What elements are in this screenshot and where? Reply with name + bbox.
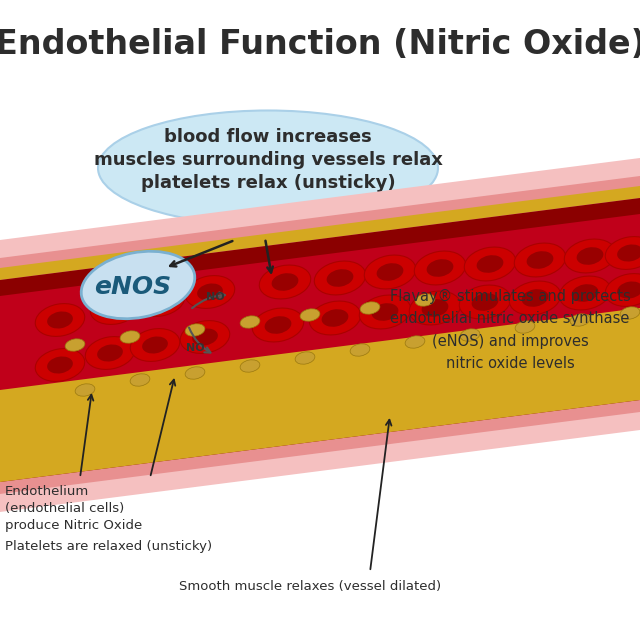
Text: NO: NO	[205, 292, 224, 302]
Ellipse shape	[617, 245, 640, 262]
Polygon shape	[0, 214, 640, 467]
Ellipse shape	[185, 324, 205, 336]
Polygon shape	[0, 158, 640, 512]
Ellipse shape	[240, 360, 260, 372]
Ellipse shape	[35, 349, 84, 381]
Ellipse shape	[97, 344, 123, 362]
Polygon shape	[0, 186, 640, 280]
Ellipse shape	[314, 261, 365, 295]
Ellipse shape	[322, 309, 348, 327]
Ellipse shape	[422, 299, 449, 317]
Ellipse shape	[559, 276, 611, 310]
Ellipse shape	[130, 374, 150, 386]
Ellipse shape	[509, 281, 561, 315]
Ellipse shape	[515, 321, 535, 333]
Ellipse shape	[405, 336, 425, 348]
Ellipse shape	[309, 301, 361, 335]
Ellipse shape	[522, 289, 548, 307]
Text: NO: NO	[186, 343, 204, 353]
Ellipse shape	[360, 302, 380, 314]
Ellipse shape	[410, 291, 461, 325]
Ellipse shape	[376, 263, 403, 281]
Ellipse shape	[120, 331, 140, 343]
Ellipse shape	[427, 259, 453, 277]
Ellipse shape	[577, 247, 604, 265]
Ellipse shape	[564, 239, 616, 273]
Polygon shape	[0, 198, 640, 482]
Ellipse shape	[85, 337, 135, 369]
Ellipse shape	[414, 251, 466, 285]
Ellipse shape	[264, 316, 291, 334]
Text: Flavay® stimulates and protects
endothelial nitric oxide synthase
(eNOS) and imp: Flavay® stimulates and protects endothel…	[390, 289, 630, 371]
Ellipse shape	[185, 367, 205, 379]
Text: eNOS: eNOS	[95, 275, 172, 299]
Ellipse shape	[90, 292, 140, 324]
Text: Endothelial Function (Nitric Oxide): Endothelial Function (Nitric Oxide)	[0, 29, 640, 61]
Ellipse shape	[460, 285, 511, 319]
Ellipse shape	[135, 284, 185, 316]
Ellipse shape	[617, 282, 640, 299]
Ellipse shape	[81, 251, 195, 319]
Ellipse shape	[295, 352, 315, 364]
Ellipse shape	[372, 303, 398, 321]
Ellipse shape	[142, 336, 168, 354]
Ellipse shape	[75, 384, 95, 396]
Ellipse shape	[350, 344, 370, 356]
Ellipse shape	[185, 275, 235, 309]
Ellipse shape	[65, 339, 85, 351]
Text: Smooth muscle relaxes (vessel dilated): Smooth muscle relaxes (vessel dilated)	[179, 580, 441, 593]
Ellipse shape	[180, 321, 230, 354]
Ellipse shape	[147, 292, 173, 309]
Ellipse shape	[131, 329, 180, 361]
Ellipse shape	[240, 316, 260, 328]
Ellipse shape	[192, 329, 218, 346]
Ellipse shape	[259, 265, 310, 299]
Ellipse shape	[527, 251, 554, 269]
Ellipse shape	[35, 304, 84, 336]
Ellipse shape	[415, 294, 435, 306]
Polygon shape	[0, 176, 640, 494]
Ellipse shape	[460, 329, 480, 341]
Text: Platelets are relaxed (unsticky): Platelets are relaxed (unsticky)	[5, 540, 212, 553]
Text: blood flow increases
muscles surrounding vessels relax
platelets relax (unsticky: blood flow increases muscles surrounding…	[93, 128, 442, 192]
Ellipse shape	[515, 243, 566, 277]
Ellipse shape	[605, 274, 640, 306]
Ellipse shape	[359, 295, 411, 329]
Ellipse shape	[472, 293, 499, 310]
Text: Endothelium
(endothelial cells)
produce Nitric Oxide: Endothelium (endothelial cells) produce …	[5, 485, 142, 532]
Ellipse shape	[326, 269, 353, 287]
Ellipse shape	[300, 309, 320, 321]
Ellipse shape	[271, 273, 298, 291]
Ellipse shape	[572, 284, 598, 302]
Ellipse shape	[252, 308, 304, 342]
Polygon shape	[0, 308, 640, 482]
Ellipse shape	[620, 307, 640, 319]
Ellipse shape	[47, 356, 73, 374]
Ellipse shape	[98, 111, 438, 225]
Ellipse shape	[477, 255, 504, 273]
Ellipse shape	[605, 237, 640, 269]
Ellipse shape	[464, 247, 516, 281]
Ellipse shape	[102, 299, 128, 317]
Ellipse shape	[197, 284, 223, 300]
Ellipse shape	[570, 314, 590, 326]
Ellipse shape	[47, 312, 73, 329]
Ellipse shape	[364, 255, 416, 289]
